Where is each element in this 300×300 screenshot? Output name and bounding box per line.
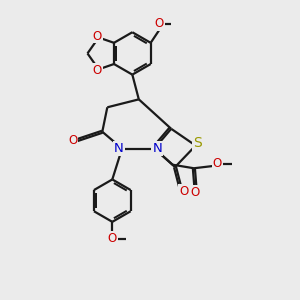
Text: O: O <box>108 232 117 245</box>
Text: S: S <box>193 136 202 150</box>
Text: O: O <box>93 64 102 77</box>
Text: O: O <box>154 17 164 31</box>
Text: N: N <box>152 142 162 155</box>
Text: N: N <box>114 142 124 155</box>
Text: O: O <box>179 185 188 198</box>
Text: O: O <box>93 30 102 43</box>
Text: O: O <box>191 186 200 199</box>
Text: O: O <box>68 134 77 147</box>
Text: O: O <box>213 157 222 170</box>
